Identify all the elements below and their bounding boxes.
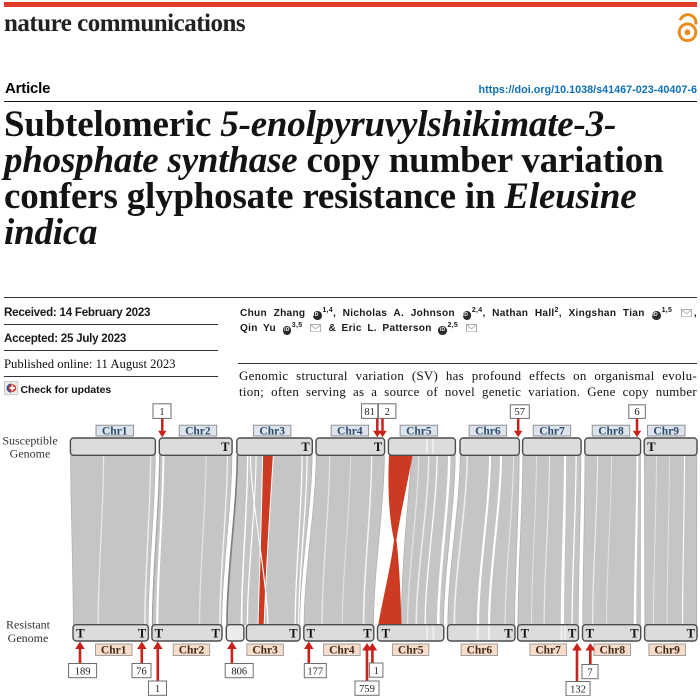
svg-text:Genome: Genome (10, 447, 51, 461)
svg-text:T: T (647, 440, 656, 454)
svg-text:6: 6 (634, 407, 639, 418)
svg-text:Genome: Genome (8, 631, 49, 645)
svg-text:132: 132 (570, 685, 586, 696)
svg-text:806: 806 (231, 667, 247, 678)
svg-text:T: T (221, 440, 230, 454)
svg-text:57: 57 (515, 407, 526, 418)
svg-text:Check for updates: Check for updates (21, 385, 112, 396)
svg-text:177: 177 (307, 667, 323, 678)
svg-text:T: T (374, 440, 383, 454)
svg-text:T: T (586, 627, 595, 641)
svg-text:189: 189 (75, 667, 91, 678)
svg-text:Chr9: Chr9 (654, 645, 680, 657)
svg-text:Chr1: Chr1 (102, 425, 128, 437)
svg-text:T: T (301, 440, 310, 454)
svg-text:Chr8: Chr8 (598, 425, 624, 437)
svg-text:T: T (76, 627, 85, 641)
svg-text:Chr2: Chr2 (179, 645, 205, 657)
svg-text:T: T (687, 627, 696, 641)
svg-text:Chr6: Chr6 (475, 425, 501, 437)
svg-text:Chr8: Chr8 (600, 645, 626, 657)
svg-text:Chr5: Chr5 (398, 645, 424, 657)
svg-text:T: T (630, 627, 639, 641)
svg-text:Chr3: Chr3 (259, 425, 285, 437)
svg-text:Chr7: Chr7 (535, 645, 561, 657)
svg-text:1: 1 (374, 666, 379, 677)
svg-text:T: T (138, 627, 147, 641)
svg-text:Susceptible: Susceptible (2, 434, 57, 448)
svg-text:Chr3: Chr3 (252, 645, 278, 657)
svg-text:T: T (289, 627, 298, 641)
svg-text:T: T (307, 627, 316, 641)
svg-text:Chr7: Chr7 (539, 425, 565, 437)
svg-text:Chr1: Chr1 (101, 645, 127, 657)
svg-text:Chr5: Chr5 (406, 425, 432, 437)
svg-text:T: T (504, 627, 513, 641)
svg-text:Resistant: Resistant (6, 618, 51, 632)
svg-text:7: 7 (587, 668, 592, 679)
svg-text:1: 1 (155, 684, 160, 695)
svg-text:Chr4: Chr4 (337, 425, 363, 437)
svg-text:81: 81 (364, 407, 375, 418)
svg-text:T: T (382, 627, 391, 641)
svg-text:1: 1 (159, 407, 164, 418)
svg-text:Chr2: Chr2 (185, 425, 211, 437)
svg-text:759: 759 (359, 684, 375, 695)
svg-text:Chr4: Chr4 (329, 645, 355, 657)
svg-text:2: 2 (385, 407, 390, 418)
svg-text:T: T (211, 627, 220, 641)
svg-text:T: T (155, 627, 164, 641)
svg-text:Chr6: Chr6 (467, 645, 493, 657)
svg-text:T: T (521, 627, 530, 641)
svg-text:T: T (363, 627, 372, 641)
svg-text:Chr9: Chr9 (653, 425, 679, 437)
svg-text:T: T (568, 627, 577, 641)
svg-text:76: 76 (136, 667, 147, 678)
